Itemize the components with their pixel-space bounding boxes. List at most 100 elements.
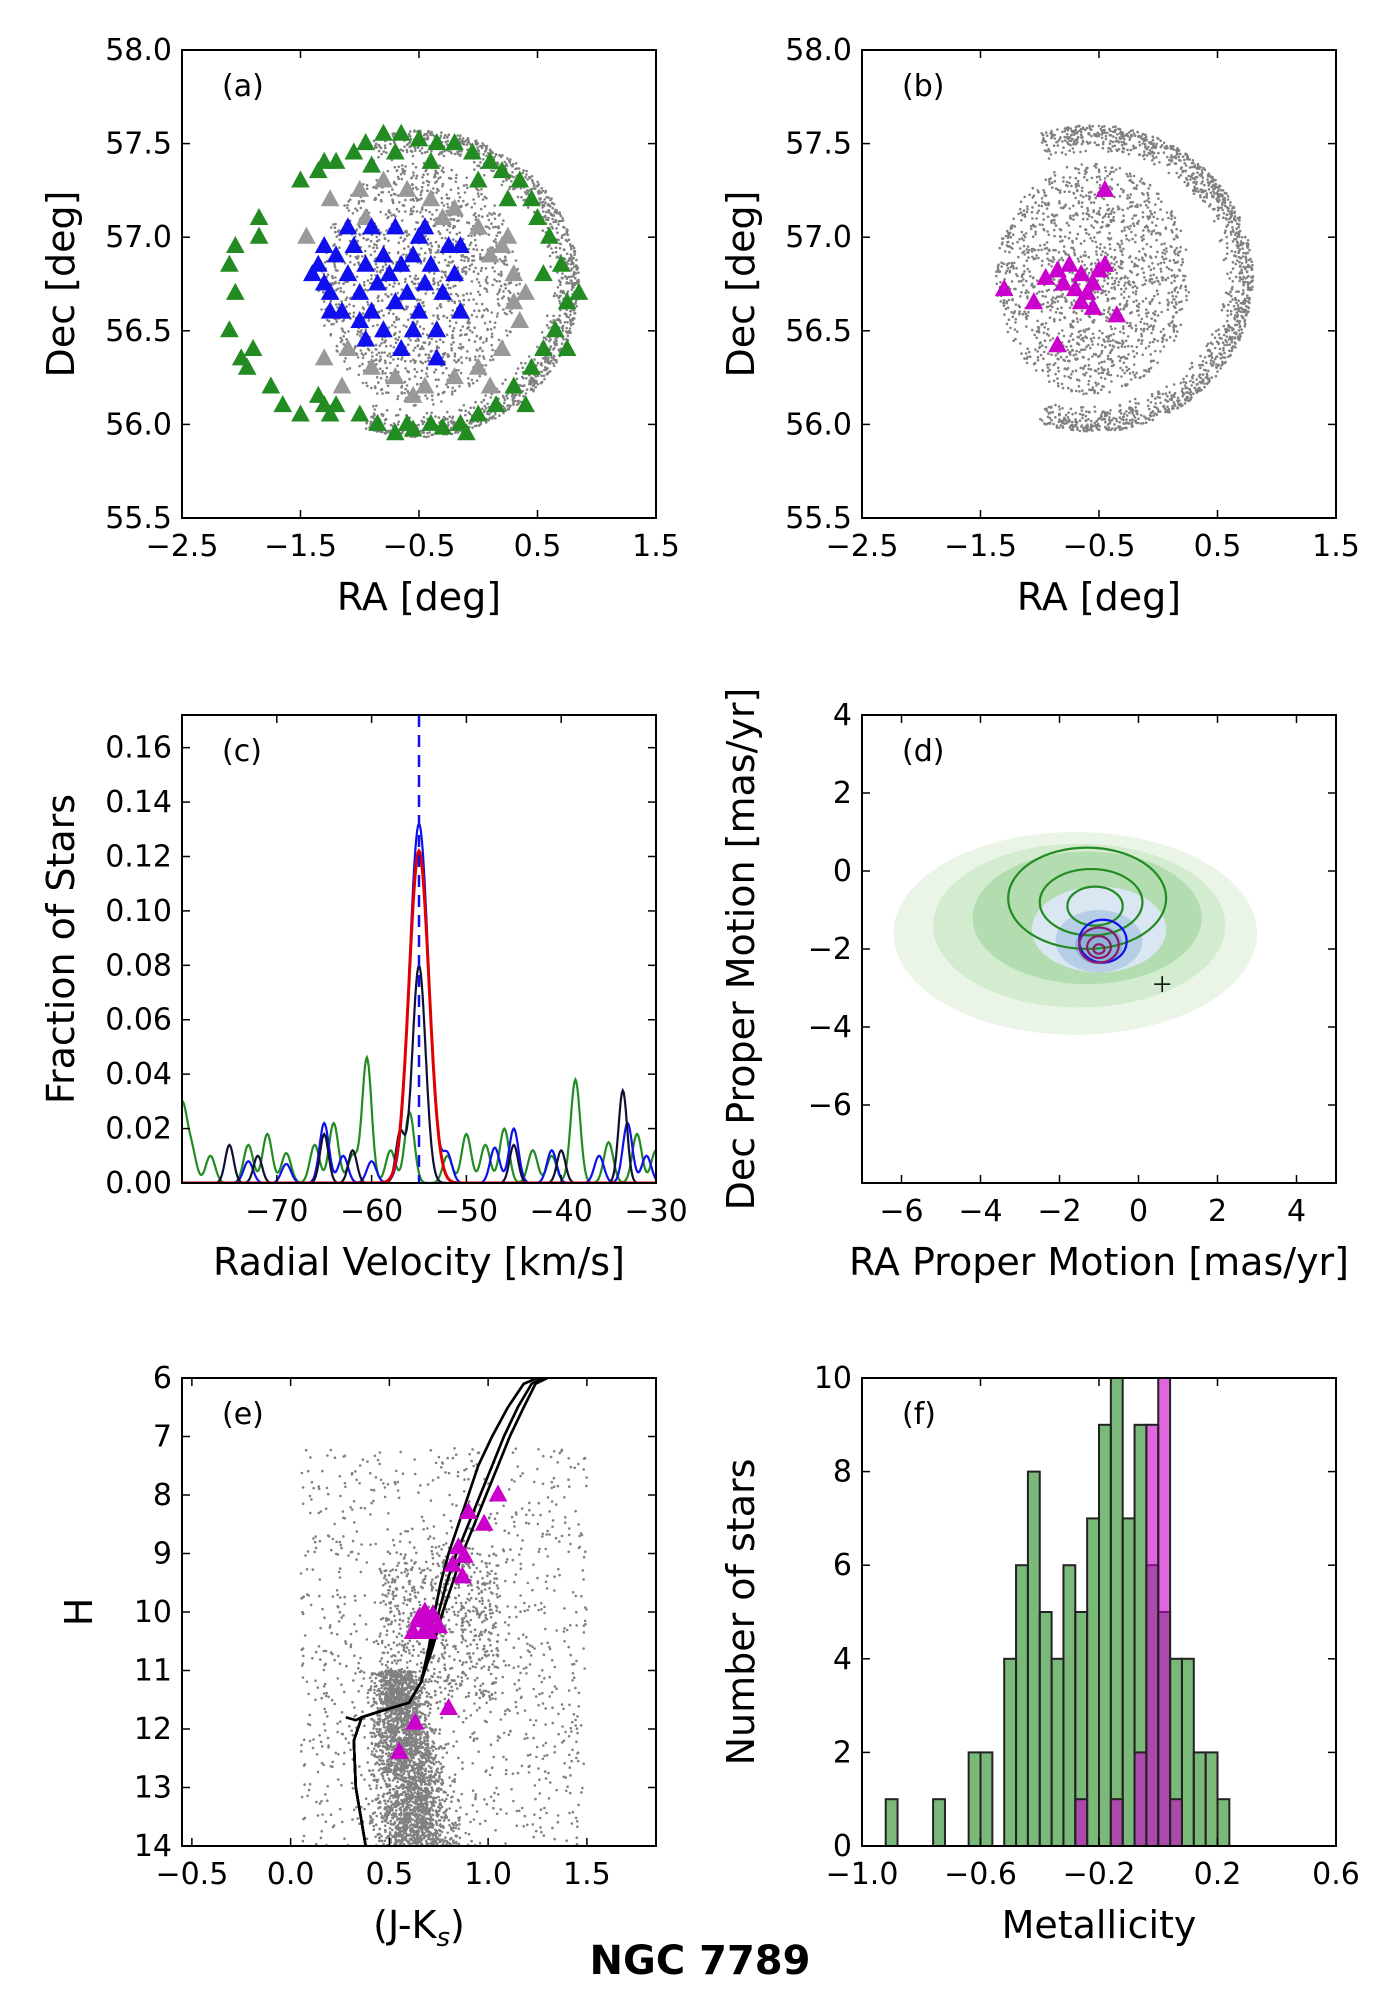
field-star-point xyxy=(1031,223,1035,227)
field-star-point xyxy=(543,198,546,201)
field-star-point xyxy=(1047,374,1050,378)
field-star-point xyxy=(420,247,423,250)
field-star-point xyxy=(1082,254,1086,257)
field-star-point xyxy=(1190,361,1194,365)
field-star-point xyxy=(1226,246,1229,249)
field-star-point xyxy=(1061,130,1064,134)
field-star-point xyxy=(465,356,468,360)
field-star-point xyxy=(1145,369,1148,372)
field-star-point xyxy=(333,266,337,269)
field-star-point xyxy=(375,235,379,239)
field-star-point xyxy=(1125,365,1128,369)
field-star-point xyxy=(1129,193,1132,196)
field-star-point xyxy=(388,352,391,355)
field-star-point xyxy=(1175,286,1178,289)
field-star-point xyxy=(1181,170,1184,174)
field-star-point xyxy=(1174,295,1178,298)
field-star-point xyxy=(1046,301,1050,304)
field-star-point xyxy=(405,307,408,311)
field-star-point xyxy=(1237,329,1241,332)
field-star-point xyxy=(414,149,417,152)
field-star-point xyxy=(1239,306,1243,310)
field-star-point xyxy=(1124,287,1128,290)
field-star-point xyxy=(571,244,575,248)
field-star-point xyxy=(1081,217,1085,221)
field-star-point xyxy=(1053,319,1056,323)
field-star-point xyxy=(349,254,352,258)
field-star-point xyxy=(543,377,546,381)
field-star-point xyxy=(1098,206,1102,210)
field-star-point xyxy=(495,153,498,156)
field-star-point xyxy=(1137,338,1141,342)
field-star-point xyxy=(371,324,375,328)
star-triangle-marker xyxy=(534,338,553,357)
star-triangle-marker xyxy=(504,264,524,282)
field-star-point xyxy=(422,173,425,176)
field-star-point xyxy=(1133,284,1137,288)
field-star-point xyxy=(1153,313,1157,316)
field-star-point xyxy=(1046,305,1050,309)
field-star-point xyxy=(391,132,395,136)
field-star-point xyxy=(1023,235,1027,239)
field-star-point xyxy=(498,304,501,307)
field-star-point xyxy=(1137,309,1140,312)
field-star-point xyxy=(557,318,561,322)
field-star-point xyxy=(1147,187,1150,190)
star-triangle-marker xyxy=(403,385,423,403)
field-star-point xyxy=(1053,171,1056,174)
field-star-point xyxy=(448,231,452,234)
field-star-point xyxy=(1079,366,1082,370)
field-star-point xyxy=(1153,211,1157,214)
field-star-point xyxy=(376,323,379,327)
field-star-point xyxy=(355,275,359,279)
field-star-point xyxy=(1139,320,1142,324)
field-star-point xyxy=(433,218,436,222)
field-star-point xyxy=(1007,318,1011,322)
field-star-point xyxy=(546,245,550,248)
field-star-point xyxy=(394,325,397,329)
field-star-point xyxy=(1114,327,1117,330)
field-star-point xyxy=(1062,245,1066,248)
field-star-point xyxy=(1133,355,1136,358)
field-star-point xyxy=(541,229,545,232)
field-star-point xyxy=(1170,291,1174,294)
field-star-point xyxy=(1176,291,1180,294)
star-triangle-marker xyxy=(220,254,239,272)
field-star-point xyxy=(1090,176,1094,180)
field-star-point xyxy=(451,386,455,390)
field-star-point xyxy=(544,201,547,204)
field-star-point xyxy=(430,433,434,437)
field-star-point xyxy=(493,155,496,159)
field-star-point xyxy=(471,426,474,430)
field-star-point xyxy=(414,403,417,407)
field-star-point xyxy=(456,266,460,269)
field-star-point xyxy=(421,430,425,434)
field-star-point xyxy=(1229,233,1233,236)
field-star-point xyxy=(454,176,458,180)
field-star-point xyxy=(1084,414,1088,418)
field-star-point xyxy=(1111,207,1115,211)
field-star-point xyxy=(491,246,494,249)
field-star-point xyxy=(1104,212,1108,216)
field-star-point xyxy=(1233,233,1237,236)
field-star-point xyxy=(1116,341,1120,345)
field-star-point xyxy=(1086,217,1089,221)
field-star-point xyxy=(486,412,489,416)
field-star-point xyxy=(414,274,418,278)
field-star-point xyxy=(1074,353,1078,356)
field-star-point xyxy=(1046,415,1050,419)
field-star-point xyxy=(1011,265,1015,269)
field-star-point xyxy=(431,291,435,295)
star-triangle-marker xyxy=(320,404,340,422)
field-star-point xyxy=(446,139,450,143)
field-star-point xyxy=(508,185,512,189)
field-star-point xyxy=(999,300,1002,303)
field-star-point xyxy=(337,281,341,285)
field-star-point xyxy=(1225,335,1228,338)
field-star-point xyxy=(1113,285,1116,289)
field-star-point xyxy=(1099,178,1102,181)
field-star-point xyxy=(1140,134,1143,138)
field-star-point xyxy=(474,244,478,247)
field-star-point xyxy=(1025,210,1029,214)
field-star-point xyxy=(1120,143,1124,147)
